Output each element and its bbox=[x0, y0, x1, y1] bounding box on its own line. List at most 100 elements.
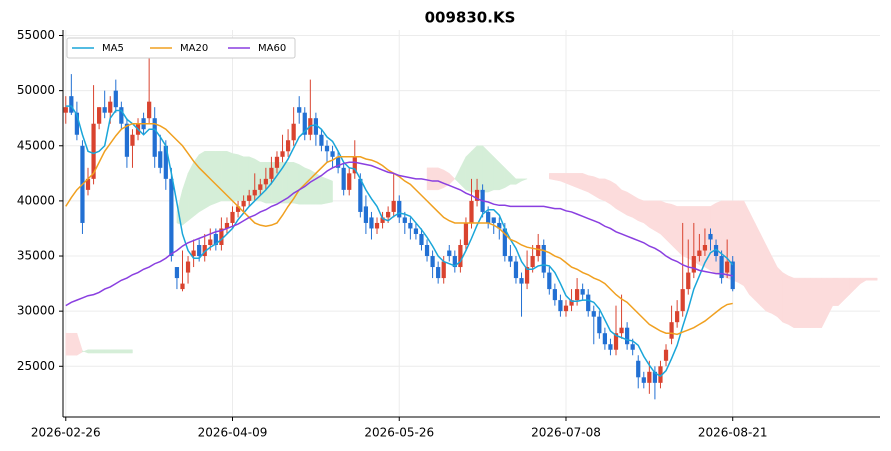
cloud-segment bbox=[109, 349, 117, 354]
candle-body bbox=[269, 167, 274, 179]
x-tick-label: 2026-08-21 bbox=[698, 426, 768, 440]
candle-body bbox=[202, 245, 207, 257]
cloud-segment bbox=[804, 277, 811, 328]
legend: MA5 MA20 MA60 bbox=[66, 37, 296, 59]
candle-body bbox=[519, 278, 524, 284]
cloud-segment bbox=[465, 150, 472, 193]
candle-body bbox=[185, 261, 191, 273]
candle-body bbox=[291, 123, 296, 141]
y-tick-label: 40000 bbox=[17, 193, 55, 207]
cloud-segment bbox=[832, 277, 839, 306]
candle-body bbox=[319, 134, 324, 146]
ma-line bbox=[65, 122, 733, 336]
cloud-segment bbox=[226, 150, 233, 202]
candle-body bbox=[297, 107, 302, 113]
cloud-segment bbox=[126, 349, 133, 354]
cloud-segment bbox=[510, 172, 517, 185]
candle-body bbox=[541, 245, 546, 273]
candle-body bbox=[441, 261, 446, 279]
legend-label: MA60 bbox=[258, 43, 286, 54]
candle-body bbox=[252, 189, 257, 196]
candle-body bbox=[586, 294, 591, 312]
candle-body bbox=[580, 289, 585, 295]
cloud-segment bbox=[76, 333, 83, 356]
cloud-segment bbox=[560, 173, 567, 184]
candle-body bbox=[119, 107, 124, 124]
candle-body bbox=[163, 145, 168, 179]
candle-body bbox=[524, 267, 530, 284]
candle-body bbox=[369, 217, 374, 229]
cloud-segment bbox=[699, 206, 706, 268]
cloud-segment bbox=[237, 154, 244, 202]
candle-body bbox=[241, 200, 246, 207]
candle-body bbox=[713, 245, 719, 257]
candle-body bbox=[408, 222, 413, 229]
cloud-segment bbox=[187, 162, 194, 222]
cloud-segment bbox=[860, 277, 867, 285]
cloud-segment bbox=[810, 277, 817, 328]
cloud-segment bbox=[521, 178, 528, 182]
candle-body bbox=[641, 377, 646, 383]
cloud-segment bbox=[499, 161, 506, 191]
candle-body bbox=[235, 206, 241, 212]
candle-body bbox=[491, 217, 496, 223]
cloud-segment bbox=[549, 173, 556, 181]
candle-body bbox=[502, 228, 507, 257]
cloud-segment bbox=[571, 173, 578, 189]
cloud-segment bbox=[182, 173, 189, 226]
candle-body bbox=[274, 156, 280, 168]
cloud-segment bbox=[754, 222, 761, 307]
cloud-segment bbox=[799, 277, 806, 328]
cloud-segment bbox=[243, 156, 250, 202]
candle-body bbox=[658, 366, 663, 383]
cloud-segment bbox=[632, 194, 639, 222]
cloud-segment bbox=[87, 349, 94, 354]
axes: 25000 30000 35000 40000 45000 50000 55000 2026-… bbox=[17, 28, 880, 440]
cloud bbox=[65, 145, 878, 356]
candle-body bbox=[663, 349, 669, 361]
candle-body bbox=[530, 256, 535, 268]
chart-title: 009830.KS bbox=[425, 9, 516, 27]
cloud-segment bbox=[565, 173, 572, 186]
cloud-segment bbox=[654, 200, 661, 235]
cloud-segment bbox=[849, 277, 856, 296]
cloud-segment bbox=[776, 266, 783, 323]
candle-body bbox=[647, 371, 652, 383]
candle-body bbox=[191, 250, 196, 257]
candle-body bbox=[652, 371, 658, 383]
candle-body bbox=[725, 261, 730, 273]
candle-body bbox=[719, 256, 724, 279]
candle-body bbox=[436, 267, 441, 279]
cloud-segment bbox=[210, 151, 217, 206]
candle-body bbox=[224, 222, 230, 229]
cloud-segment bbox=[821, 277, 828, 328]
cloud-segment bbox=[599, 178, 606, 202]
cloud-segment bbox=[626, 191, 633, 218]
cloud-segment bbox=[593, 176, 600, 200]
candle-body bbox=[486, 211, 491, 223]
candle-body bbox=[213, 233, 218, 245]
cloud-segment bbox=[515, 178, 522, 185]
candle-body bbox=[413, 228, 419, 234]
cloud-segment bbox=[437, 167, 444, 191]
candle-body bbox=[591, 311, 596, 317]
candle-body bbox=[358, 178, 363, 212]
candle-body bbox=[152, 118, 157, 157]
cloud-segment bbox=[854, 277, 861, 290]
candle-body bbox=[625, 327, 630, 345]
cloud-segment bbox=[660, 200, 667, 241]
candle-body bbox=[675, 311, 680, 323]
candle-body bbox=[336, 156, 341, 168]
cloud-segment bbox=[615, 183, 622, 213]
candle-body bbox=[424, 245, 430, 257]
cloud-segment bbox=[487, 150, 494, 193]
cloud-segment bbox=[576, 173, 583, 191]
candle-body bbox=[402, 217, 407, 223]
candle-body bbox=[630, 344, 635, 350]
candle-body bbox=[547, 272, 552, 290]
candle-body bbox=[597, 316, 602, 334]
candle-body bbox=[563, 305, 569, 312]
cloud-segment bbox=[482, 145, 489, 193]
candle-body bbox=[85, 178, 91, 190]
